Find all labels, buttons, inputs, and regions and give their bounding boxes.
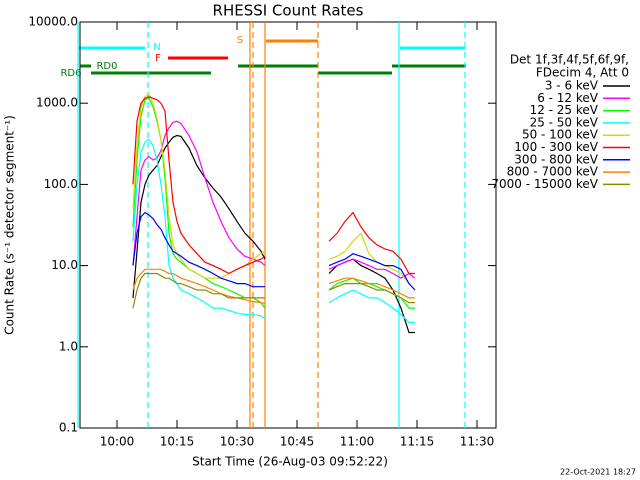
series-line [132, 138, 415, 323]
legend-label: 12 - 25 keV [530, 103, 599, 117]
y-tick-label: 10.0 [51, 258, 78, 272]
flag-label: RD0 [96, 61, 117, 72]
legend-label: 300 - 800 keV [514, 152, 598, 166]
x-tick-label: 10:30 [220, 435, 255, 449]
x-tick-label: 10:00 [100, 435, 135, 449]
y-tick-label: 1.0 [59, 339, 78, 353]
legend-title: Det 1f,3f,4f,5f,6f,9f, [510, 53, 629, 67]
plot-frame [79, 21, 497, 429]
legend-label: 800 - 7000 keV [507, 165, 599, 179]
legend-label: 3 - 6 keV [545, 79, 599, 93]
series-line [132, 134, 415, 334]
legend-label: 7000 - 15000 keV [491, 177, 598, 191]
series-line [132, 211, 416, 291]
series-line [132, 96, 415, 275]
legend-label: 6 - 12 keV [537, 91, 599, 105]
legend-label: 25 - 50 keV [530, 115, 599, 129]
y-axis-label: Count Rate (s⁻¹ detector segment⁻¹) [3, 115, 17, 335]
flag-label: F [155, 53, 161, 64]
flag-label: N [153, 42, 160, 53]
flag-label: S [237, 35, 243, 46]
x-tick-label: 11:00 [340, 435, 375, 449]
y-tick-label: 0.1 [59, 421, 78, 435]
chart-title: RHESSI Count Rates [213, 2, 364, 20]
y-tick-label: 10000.0 [28, 15, 78, 29]
legend-title: FDecim 4, Att 0 [536, 66, 629, 80]
x-axis-label: Start Time (26-Aug-03 09:52:22) [192, 455, 388, 469]
series-line [132, 120, 416, 279]
legend-label: 100 - 300 keV [514, 140, 598, 154]
x-tick-label: 11:30 [460, 435, 495, 449]
legend-label: 50 - 100 keV [522, 128, 599, 142]
y-tick-label: 100.0 [44, 177, 78, 191]
x-tick-label: 10:45 [280, 435, 315, 449]
series-line [132, 97, 415, 309]
x-tick-label: 10:15 [160, 435, 195, 449]
footer-date: 22-Oct-2021 18:27 [560, 468, 636, 477]
series-line [132, 272, 415, 309]
x-tick-label: 11:15 [400, 435, 435, 449]
flag-label: RD6 [60, 68, 81, 79]
y-tick-label: 1000.0 [36, 96, 78, 110]
